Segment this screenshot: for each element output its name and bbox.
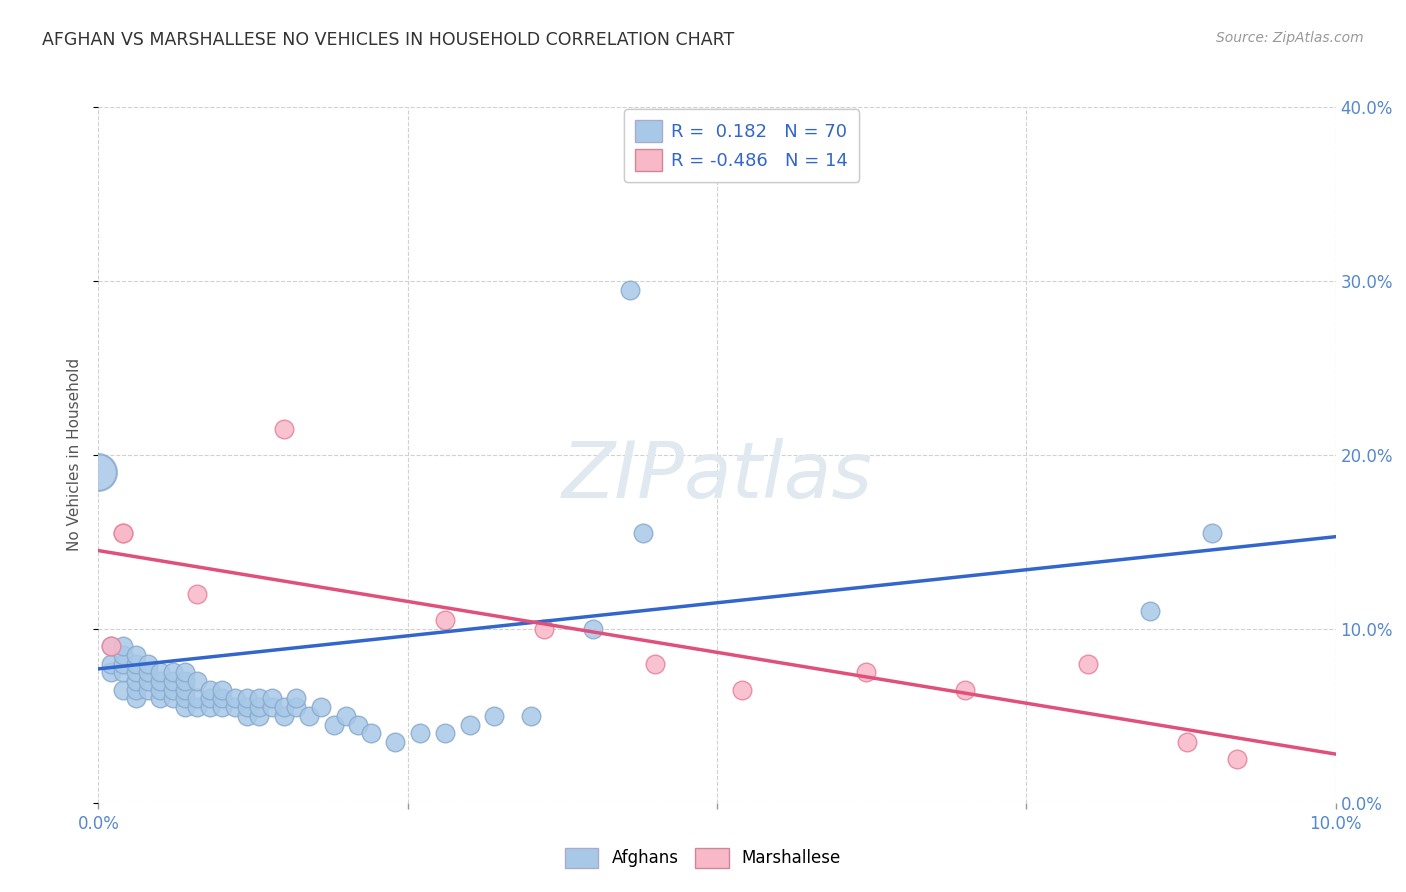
Point: [644, 657, 666, 671]
Point: [162, 682, 184, 697]
Point: [198, 682, 221, 697]
Point: [100, 639, 122, 653]
Point: [1139, 605, 1161, 619]
Point: [186, 674, 208, 689]
Point: [112, 526, 135, 541]
Point: [112, 639, 135, 653]
Point: [174, 682, 197, 697]
Point: [298, 708, 321, 723]
Point: [174, 665, 197, 680]
Point: [186, 700, 208, 714]
Point: [335, 708, 357, 723]
Point: [87, 466, 110, 480]
Point: [533, 622, 555, 636]
Point: [582, 622, 605, 636]
Point: [260, 691, 283, 706]
Point: [1175, 735, 1198, 749]
Point: [162, 674, 184, 689]
Point: [112, 648, 135, 662]
Point: [174, 691, 197, 706]
Point: [855, 665, 877, 680]
Point: [124, 665, 146, 680]
Point: [100, 657, 122, 671]
Point: [731, 682, 754, 697]
Point: [112, 526, 135, 541]
Point: [247, 700, 270, 714]
Point: [309, 700, 332, 714]
Point: [186, 587, 208, 601]
Legend: Afghans, Marshallese: Afghans, Marshallese: [558, 841, 848, 875]
Point: [124, 682, 146, 697]
Point: [198, 700, 221, 714]
Point: [136, 665, 159, 680]
Point: [112, 682, 135, 697]
Point: [433, 613, 456, 627]
Point: [384, 735, 406, 749]
Point: [953, 682, 976, 697]
Point: [236, 691, 259, 706]
Point: [162, 691, 184, 706]
Point: [174, 700, 197, 714]
Point: [211, 700, 233, 714]
Legend: R =  0.182   N = 70, R = -0.486   N = 14: R = 0.182 N = 70, R = -0.486 N = 14: [624, 109, 859, 182]
Point: [224, 691, 246, 706]
Text: Source: ZipAtlas.com: Source: ZipAtlas.com: [1216, 31, 1364, 45]
Point: [631, 526, 654, 541]
Point: [273, 422, 295, 436]
Point: [149, 682, 172, 697]
Y-axis label: No Vehicles in Household: No Vehicles in Household: [67, 359, 83, 551]
Point: [347, 717, 370, 731]
Point: [100, 665, 122, 680]
Point: [136, 674, 159, 689]
Point: [186, 691, 208, 706]
Point: [285, 700, 308, 714]
Point: [247, 691, 270, 706]
Point: [112, 665, 135, 680]
Point: [236, 708, 259, 723]
Point: [360, 726, 382, 740]
Point: [149, 674, 172, 689]
Text: AFGHAN VS MARSHALLESE NO VEHICLES IN HOUSEHOLD CORRELATION CHART: AFGHAN VS MARSHALLESE NO VEHICLES IN HOU…: [42, 31, 734, 49]
Point: [433, 726, 456, 740]
Point: [224, 700, 246, 714]
Point: [322, 717, 344, 731]
Point: [285, 691, 308, 706]
Point: [247, 708, 270, 723]
Point: [149, 665, 172, 680]
Point: [1226, 752, 1249, 766]
Point: [260, 700, 283, 714]
Point: [124, 674, 146, 689]
Point: [136, 682, 159, 697]
Point: [458, 717, 481, 731]
Point: [236, 700, 259, 714]
Point: [124, 648, 146, 662]
Point: [211, 691, 233, 706]
Point: [198, 691, 221, 706]
Point: [273, 708, 295, 723]
Point: [484, 708, 506, 723]
Text: ZIPatlas: ZIPatlas: [561, 438, 873, 514]
Point: [174, 674, 197, 689]
Point: [162, 665, 184, 680]
Point: [136, 657, 159, 671]
Point: [211, 682, 233, 697]
Point: [520, 708, 543, 723]
Point: [273, 700, 295, 714]
Point: [149, 691, 172, 706]
Point: [112, 657, 135, 671]
Point: [619, 283, 641, 297]
Point: [409, 726, 432, 740]
Point: [124, 691, 146, 706]
Point: [124, 657, 146, 671]
Point: [100, 639, 122, 653]
Point: [1077, 657, 1099, 671]
Point: [1201, 526, 1223, 541]
